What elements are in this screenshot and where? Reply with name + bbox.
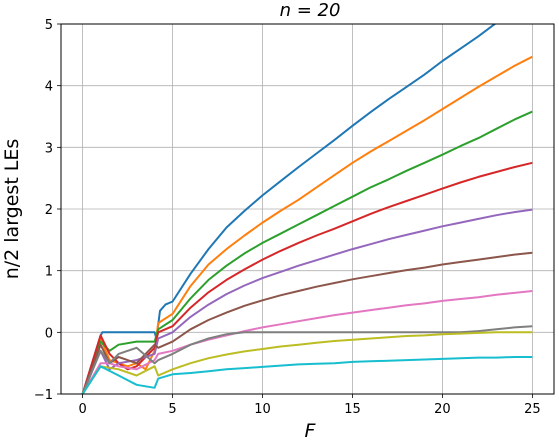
y-tick-label: 4 — [45, 80, 53, 95]
series-line-10 — [81, 356, 533, 394]
series-group — [81, 24, 533, 394]
series-line-7 — [81, 290, 533, 394]
y-axis-title: n/2 largest LEs — [1, 139, 23, 280]
series-line-4 — [81, 161, 533, 394]
x-axis-title: F — [305, 420, 317, 440]
series-line-8 — [81, 325, 533, 394]
y-tick-label: 5 — [45, 18, 53, 33]
series-line-1 — [81, 24, 497, 394]
chart-title: n = 20 — [280, 0, 341, 21]
series-line-9 — [81, 331, 533, 394]
x-tick-label: 25 — [524, 402, 541, 417]
x-tick-label: 20 — [434, 402, 451, 417]
series-line-6 — [81, 251, 533, 394]
x-tick-label: 10 — [254, 402, 271, 417]
x-tick-label: 5 — [168, 402, 176, 417]
x-axis: 0 5 10 15 20 25 — [78, 394, 541, 417]
grid — [61, 23, 554, 395]
x-tick-label: 0 — [78, 402, 86, 417]
y-tick-label: 1 — [45, 265, 53, 280]
y-tick-label: 3 — [45, 141, 53, 156]
y-axis: −1 0 1 2 3 4 5 — [34, 18, 61, 403]
y-tick-label: 0 — [45, 326, 53, 341]
series-line-5 — [81, 208, 533, 394]
x-tick-label: 15 — [344, 402, 361, 417]
series-line-3 — [81, 110, 533, 394]
y-tick-label: −1 — [34, 388, 53, 403]
y-tick-label: 2 — [45, 203, 53, 218]
